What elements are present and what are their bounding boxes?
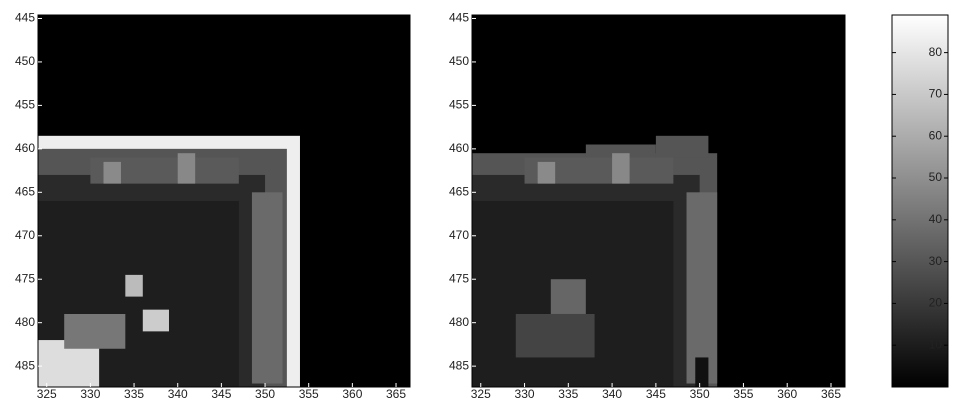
colorbar-tick-label: 30: [929, 254, 943, 268]
y-tick-label: 460: [449, 141, 469, 155]
colorbar: [892, 15, 948, 387]
y-tick-label: 450: [449, 54, 469, 68]
y-tick-label: 470: [449, 228, 469, 242]
x-tick-label: 325: [471, 387, 491, 401]
x-tick-label: 340: [168, 387, 188, 401]
colorbar-tick-label: 20: [929, 296, 943, 310]
x-tick-label: 345: [646, 387, 666, 401]
colorbar-tick-label: 70: [929, 87, 943, 101]
y-tick-label: 480: [15, 315, 35, 329]
image-region: [143, 310, 169, 332]
x-tick-label: 365: [821, 387, 841, 401]
image-region: [687, 192, 718, 383]
colorbar-tick-label: 40: [929, 212, 943, 226]
colorbar-tick-label: 10: [929, 337, 943, 351]
x-tick-label: 345: [211, 387, 231, 401]
y-tick-label: 485: [449, 358, 469, 372]
y-tick-label: 485: [15, 358, 35, 372]
x-tick-label: 350: [255, 387, 275, 401]
colorbar-tick-label: 60: [929, 128, 943, 142]
image-region: [125, 275, 142, 297]
image-region: [538, 162, 556, 184]
image-region: [64, 314, 125, 349]
x-tick-label: 335: [558, 387, 578, 401]
x-tick-label: 350: [690, 387, 710, 401]
x-tick-label: 335: [124, 387, 144, 401]
figure: 325 330 335 340 345 350 355 360 365 445 450 455 460 4…: [0, 0, 968, 402]
x-tick-label: 360: [342, 387, 362, 401]
y-tick-label: 455: [15, 98, 35, 112]
y-tick-label: 445: [449, 11, 469, 25]
x-tick-label: 330: [80, 387, 100, 401]
x-tick-label: 325: [37, 387, 57, 401]
y-tick-label: 475: [449, 271, 469, 285]
x-tick-label: 330: [515, 387, 535, 401]
x-tick-label: 365: [386, 387, 406, 401]
y-tick-label: 475: [15, 271, 35, 285]
y-tick-label: 450: [15, 54, 35, 68]
image-region: [103, 162, 120, 184]
y-tick-label: 470: [15, 228, 35, 242]
image-region: [178, 153, 195, 183]
colorbar-tick-label: 80: [929, 45, 943, 59]
y-tick-label: 455: [449, 98, 469, 112]
y-tick-label: 445: [15, 11, 35, 25]
image-region: [252, 192, 283, 383]
image-region: [612, 153, 630, 183]
x-tick-label: 355: [733, 387, 753, 401]
heatmap-image: [38, 15, 410, 387]
colorbar-tick-label: 50: [929, 170, 943, 184]
x-tick-label: 355: [299, 387, 319, 401]
y-tick-label: 480: [449, 315, 469, 329]
image-region: [516, 314, 595, 357]
image-region: [695, 357, 708, 387]
y-tick-label: 465: [449, 184, 469, 198]
x-tick-label: 340: [602, 387, 622, 401]
y-tick-label: 465: [15, 184, 35, 198]
x-tick-label: 360: [777, 387, 797, 401]
image-region: [656, 136, 709, 158]
y-tick-label: 460: [15, 141, 35, 155]
image-region: [551, 279, 586, 314]
heatmap-image: [472, 15, 845, 387]
